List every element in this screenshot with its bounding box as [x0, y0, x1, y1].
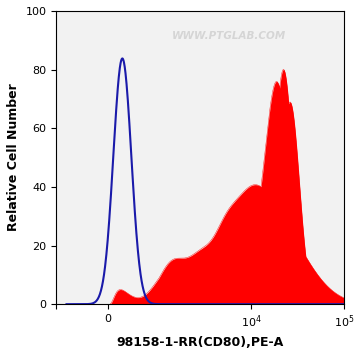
X-axis label: 98158-1-RR(CD80),PE-A: 98158-1-RR(CD80),PE-A	[116, 336, 284, 349]
Text: WWW.PTGLAB.COM: WWW.PTGLAB.COM	[171, 31, 286, 41]
Y-axis label: Relative Cell Number: Relative Cell Number	[7, 84, 20, 231]
